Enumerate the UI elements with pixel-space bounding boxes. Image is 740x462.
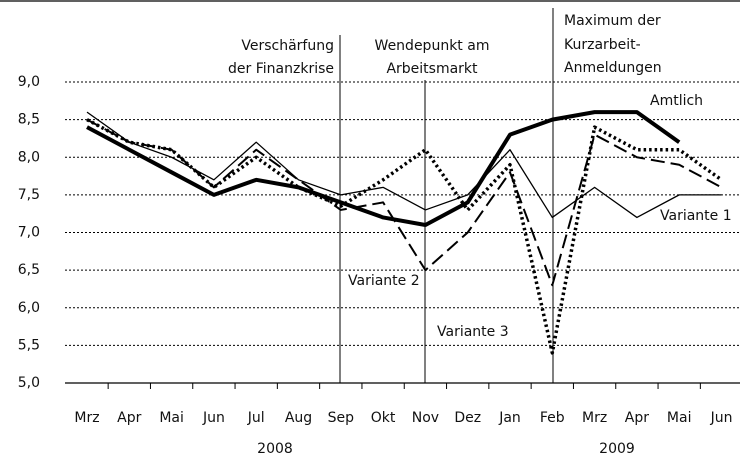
label-background	[648, 93, 706, 109]
label-background	[658, 208, 734, 224]
annotation: Arbeitsmarkt	[386, 61, 478, 77]
x-tick-label: Mai	[667, 410, 692, 426]
series-line	[86, 118, 722, 287]
series-line	[86, 110, 681, 227]
series-label: Variante 2	[348, 273, 420, 289]
y-tick-label: 6,5	[18, 262, 40, 278]
annotation: Anmeldungen	[564, 60, 662, 76]
y-tick-label: 5,5	[18, 337, 40, 353]
x-tick-label: Okt	[371, 410, 396, 426]
label-background	[346, 273, 422, 289]
x-tick-label: Nov	[412, 410, 439, 426]
x-tick-label: Apr	[625, 410, 649, 426]
series-label: Variante 1	[660, 208, 732, 224]
y-tick-label: 6,0	[18, 300, 40, 316]
annotation: Kurzarbeit-	[564, 37, 641, 53]
x-tick-label: Dez	[454, 410, 481, 426]
series-label: Amtlich	[650, 93, 703, 109]
annotation: Verschärfung	[241, 38, 334, 54]
x-tick-label: Apr	[117, 410, 141, 426]
y-tick-label: 8,5	[18, 112, 40, 128]
x-tick-label: Jun	[202, 410, 225, 426]
year-label: 2008	[257, 441, 293, 457]
y-tick-label: 7,0	[18, 225, 40, 241]
x-tick-label: Mrz	[74, 410, 99, 426]
y-tick-label: 7,5	[18, 187, 40, 203]
series-label: Variante 3	[437, 324, 509, 340]
x-tick-label: Sep	[328, 410, 355, 426]
series-line	[86, 111, 722, 219]
y-tick-label: 5,0	[18, 375, 40, 391]
x-tick-label: Mai	[159, 410, 184, 426]
x-tick-label: Feb	[540, 410, 565, 426]
series-line	[86, 118, 723, 355]
x-tick-label: Jan	[498, 410, 521, 426]
label-background	[435, 324, 511, 340]
y-tick-label: 8,0	[18, 149, 40, 165]
annotation: der Finanzkrise	[228, 61, 334, 77]
annotation: Maximum der	[564, 13, 661, 29]
x-tick-label: Mrz	[582, 410, 607, 426]
x-tick-label: Jul	[247, 410, 265, 426]
annotation: Wendepunkt am	[375, 38, 490, 54]
x-tick-label: Jun	[710, 410, 733, 426]
x-tick-label: Aug	[285, 410, 312, 426]
y-tick-label: 9,0	[18, 74, 40, 90]
year-label: 2009	[599, 441, 635, 457]
